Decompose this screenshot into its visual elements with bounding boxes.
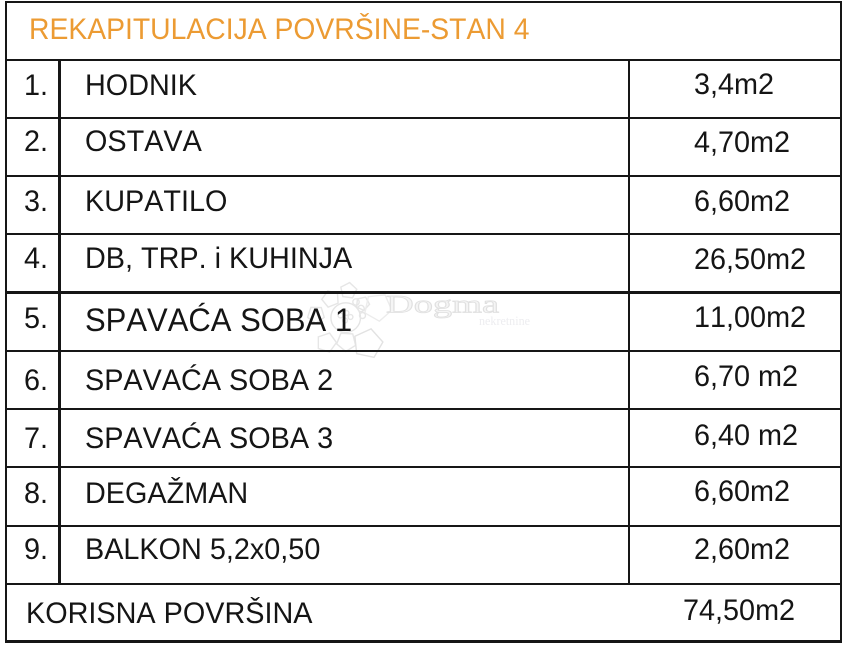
svg-text:Dogma: Dogma (386, 292, 499, 319)
svg-text:nekretnine: nekretnine (479, 313, 530, 328)
